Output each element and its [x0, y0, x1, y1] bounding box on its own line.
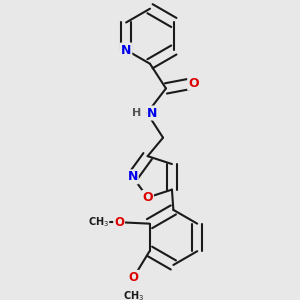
Text: O: O	[188, 77, 199, 90]
Text: CH$_3$: CH$_3$	[123, 289, 144, 300]
Text: H: H	[132, 108, 142, 118]
Text: N: N	[121, 44, 131, 56]
Text: N: N	[147, 106, 158, 120]
Text: O: O	[129, 271, 139, 284]
Text: O: O	[142, 191, 153, 204]
Text: CH$_3$: CH$_3$	[88, 215, 109, 229]
Text: O: O	[114, 216, 124, 229]
Text: N: N	[128, 170, 138, 183]
